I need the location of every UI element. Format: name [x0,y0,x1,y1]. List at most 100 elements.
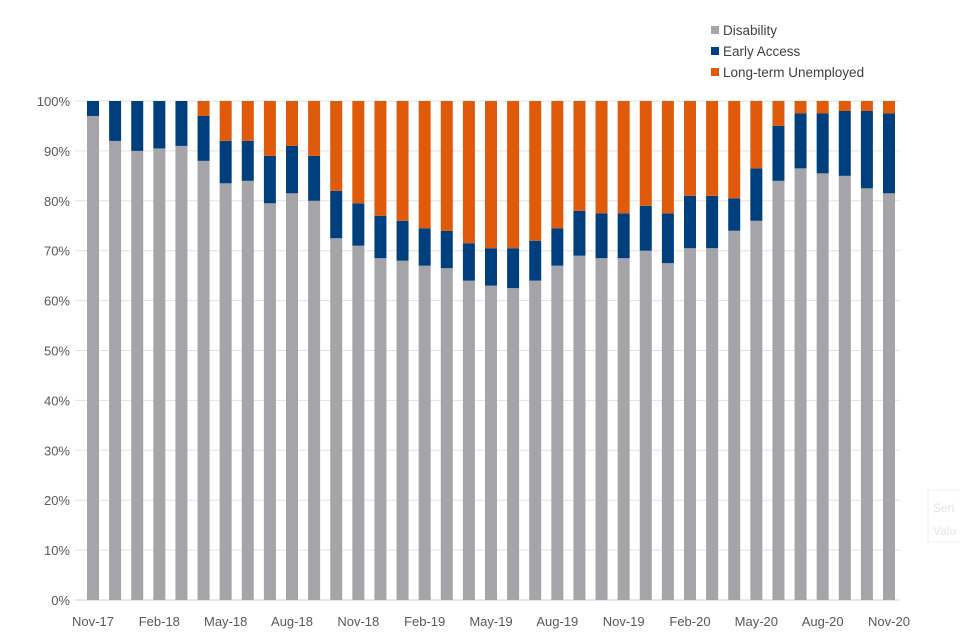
bar-disability-Sep-20 [838,175,851,600]
y-tick-label: 70% [44,244,70,259]
bar-disability-Nov-18 [352,245,365,600]
bar-disability-Feb-18 [153,148,166,600]
bar-disability-Oct-18 [330,238,343,600]
y-tick-label: 90% [44,144,70,159]
x-tick-label: Nov-19 [603,614,645,629]
x-tick-label: Aug-20 [802,614,844,629]
bar-disability-Jan-19 [396,260,409,600]
y-tick-label: 50% [44,344,70,359]
bar-disability-Oct-20 [860,188,873,600]
bar-long-term-unemployed-Sep-20 [838,101,851,111]
bar-long-term-unemployed-May-18 [219,101,232,141]
legend-label: Long-term Unemployed [723,65,864,80]
bar-disability-May-19 [485,285,497,600]
bar-disability-Jun-20 [772,180,785,600]
bar-early-access-Dec-18 [374,215,387,259]
bar-early-access-Jun-18 [241,140,254,181]
x-tick-label: Aug-18 [271,614,313,629]
bar-early-access-Oct-20 [860,110,873,189]
bar-disability-Jul-18 [263,203,276,601]
bar-disability-Jan-18 [131,150,144,600]
bar-disability-Feb-19 [418,265,431,600]
bar-early-access-Jul-20 [794,113,807,169]
bar-long-term-unemployed-May-20 [750,101,763,169]
bar-long-term-unemployed-Aug-20 [816,101,829,114]
tooltip-fragment: Seri Valu [927,489,960,543]
bar-long-term-unemployed-Sep-18 [308,101,321,156]
x-tick-label: Nov-18 [337,614,379,629]
legend-swatch [711,68,719,76]
bar-early-access-Oct-19 [595,213,608,259]
bar-long-term-unemployed-Oct-20 [860,101,873,111]
bar-early-access-Feb-20 [684,195,696,249]
bar-disability-Dec-18 [374,258,387,600]
bar-long-term-unemployed-Jul-19 [529,101,542,241]
bar-early-access-Sep-20 [838,110,851,176]
bar-long-term-unemployed-Jun-20 [772,101,785,126]
bar-long-term-unemployed-Jun-19 [507,101,520,249]
y-tick-label: 40% [44,393,70,408]
bar-early-access-Nov-18 [352,203,365,246]
bar-early-access-Nov-20 [883,113,895,194]
bar-early-access-Dec-17 [109,101,122,141]
y-tick-label: 60% [44,294,70,309]
bar-early-access-Feb-19 [418,228,431,266]
tooltip-line-2: Valu [933,524,956,538]
bar-disability-Nov-20 [883,193,895,600]
x-tick-label: Feb-19 [404,614,445,629]
bar-disability-Mar-19 [440,268,453,600]
bar-disability-Sep-18 [308,200,321,601]
bar-long-term-unemployed-Apr-20 [728,101,741,199]
bar-disability-Apr-18 [197,160,210,600]
bar-early-access-Jan-19 [396,220,409,261]
x-tick-label: May-20 [735,614,778,629]
y-tick-label: 100% [37,94,71,109]
y-tick-label: 30% [44,443,70,458]
bar-early-access-Sep-19 [573,210,586,256]
bar-disability-Apr-19 [462,280,475,600]
bar-disability-Apr-20 [728,230,741,601]
bar-disability-May-18 [219,183,232,600]
bar-early-access-Jul-19 [529,240,542,281]
bar-long-term-unemployed-Nov-19 [617,101,630,214]
bar-disability-Jun-19 [507,288,520,600]
bar-early-access-Dec-19 [639,205,652,251]
bar-early-access-Mar-18 [175,101,188,146]
bar-early-access-Apr-20 [728,198,741,231]
x-tick-label: Nov-20 [868,614,910,629]
bar-long-term-unemployed-Nov-20 [883,101,895,114]
bar-long-term-unemployed-Sep-19 [573,101,586,211]
bar-early-access-Aug-19 [551,228,564,266]
bar-long-term-unemployed-Jul-18 [263,101,276,156]
bar-early-access-Feb-18 [153,101,166,149]
bar-early-access-Jul-18 [263,155,276,204]
bar-disability-Oct-19 [595,258,608,600]
bar-disability-Aug-18 [286,193,298,600]
legend-label: Early Access [723,44,801,59]
legend-swatch [711,26,719,34]
bar-disability-Jan-20 [661,263,674,600]
bar-disability-Aug-19 [551,265,564,600]
bar-early-access-Apr-19 [462,243,475,281]
bar-early-access-Jun-19 [507,248,520,289]
legend-label: Disability [723,23,777,38]
bar-long-term-unemployed-May-19 [485,101,497,249]
x-tick-label: Aug-19 [536,614,578,629]
x-tick-label: Feb-18 [139,614,180,629]
y-tick-label: 20% [44,493,70,508]
legend-swatch [711,47,719,55]
bar-long-term-unemployed-Apr-19 [462,101,475,244]
bar-long-term-unemployed-Jul-20 [794,101,807,114]
bar-early-access-Nov-19 [617,213,630,259]
bar-early-access-Mar-19 [440,230,453,269]
bar-disability-Nov-19 [617,258,630,600]
bar-long-term-unemployed-Jan-20 [661,101,674,214]
bar-early-access-Nov-17 [87,101,99,116]
bar-disability-Nov-17 [87,115,99,600]
legend: Disability Early Access Long-term Unemploy… [711,23,864,80]
bar-disability-Feb-20 [684,248,696,600]
bar-early-access-May-18 [219,140,232,184]
bar-early-access-Oct-18 [330,190,343,239]
y-tick-label: 10% [44,543,70,558]
bar-long-term-unemployed-Dec-18 [374,101,387,216]
